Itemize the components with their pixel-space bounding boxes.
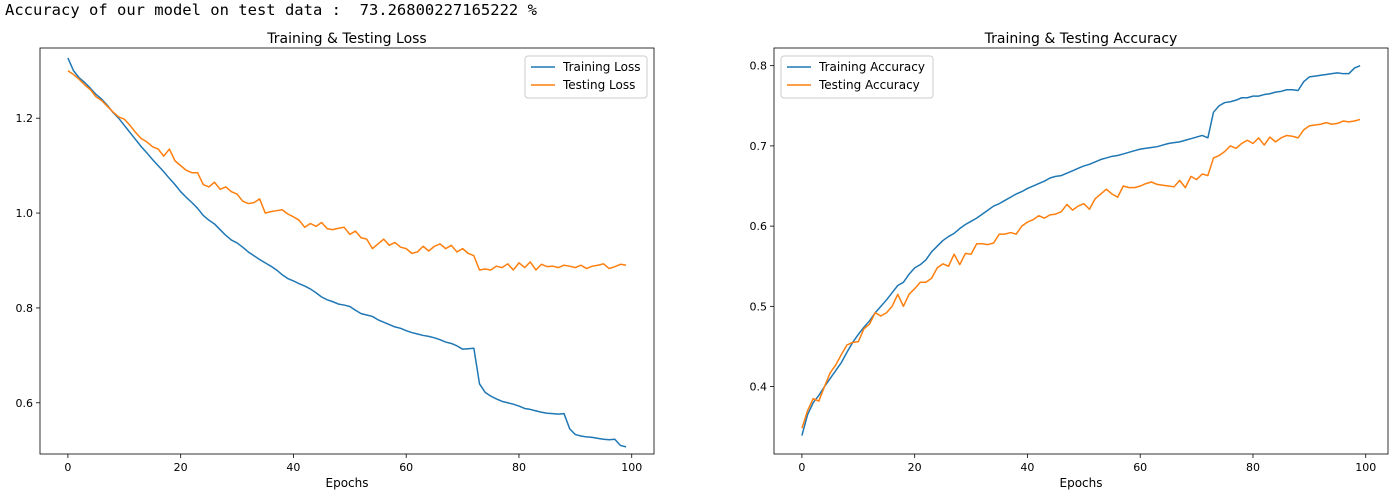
x-tick-label: 100 xyxy=(1355,461,1376,474)
y-tick-label: 0.7 xyxy=(750,140,768,153)
series-line-training-loss xyxy=(67,57,627,448)
legend-box xyxy=(780,55,934,99)
x-tick-label: 40 xyxy=(1020,461,1034,474)
legend: Training Loss Testing Loss xyxy=(524,55,648,99)
legend-label: Testing Accuracy xyxy=(818,78,920,92)
series-line-testing-loss xyxy=(67,70,627,271)
legend: Training Accuracy Testing Accuracy xyxy=(780,55,934,99)
x-tick-label: 0 xyxy=(64,461,71,474)
x-tick-label: 100 xyxy=(621,461,642,474)
legend-label: Training Accuracy xyxy=(818,60,925,74)
x-tick-label: 80 xyxy=(1246,461,1260,474)
chart-title: Training & Testing Accuracy xyxy=(984,31,1178,47)
series-line-testing-accuracy xyxy=(801,118,1361,429)
x-tick-label: 60 xyxy=(399,461,413,474)
x-axis-label: Epochs xyxy=(1060,476,1103,490)
axes-frame xyxy=(773,47,1389,455)
axes-frame xyxy=(39,47,655,455)
legend-label: Training Loss xyxy=(562,60,640,74)
y-tick-label: 1.0 xyxy=(16,207,34,220)
x-tick-label: 20 xyxy=(908,461,922,474)
y-tick-label: 0.6 xyxy=(16,397,34,410)
x-tick-label: 0 xyxy=(798,461,805,474)
model-accuracy-output: Accuracy of our model on test data : 73.… xyxy=(5,1,537,19)
legend-box xyxy=(524,55,648,99)
y-tick-label: 0.5 xyxy=(750,300,768,313)
series-line-training-accuracy xyxy=(801,64,1361,436)
legend-label: Testing Loss xyxy=(562,78,635,92)
y-tick-label: 0.8 xyxy=(16,302,34,315)
y-tick-label: 0.8 xyxy=(750,60,768,73)
x-axis-label: Epochs xyxy=(326,476,369,490)
chart-title: Training & Testing Loss xyxy=(266,31,426,47)
x-tick-label: 80 xyxy=(512,461,526,474)
y-tick-label: 0.4 xyxy=(750,381,768,394)
accuracy-chart: Training & Testing Accuracy 0 20 40 60 80 100 0… xyxy=(750,31,1389,490)
x-tick-label: 60 xyxy=(1133,461,1147,474)
x-tick-label: 40 xyxy=(286,461,300,474)
loss-chart: Training & Testing Loss 0 20 40 60 80 100 0.6 0.… xyxy=(16,31,655,490)
y-tick-label: 0.6 xyxy=(750,220,768,233)
x-tick-label: 20 xyxy=(174,461,188,474)
y-tick-label: 1.2 xyxy=(16,112,34,125)
